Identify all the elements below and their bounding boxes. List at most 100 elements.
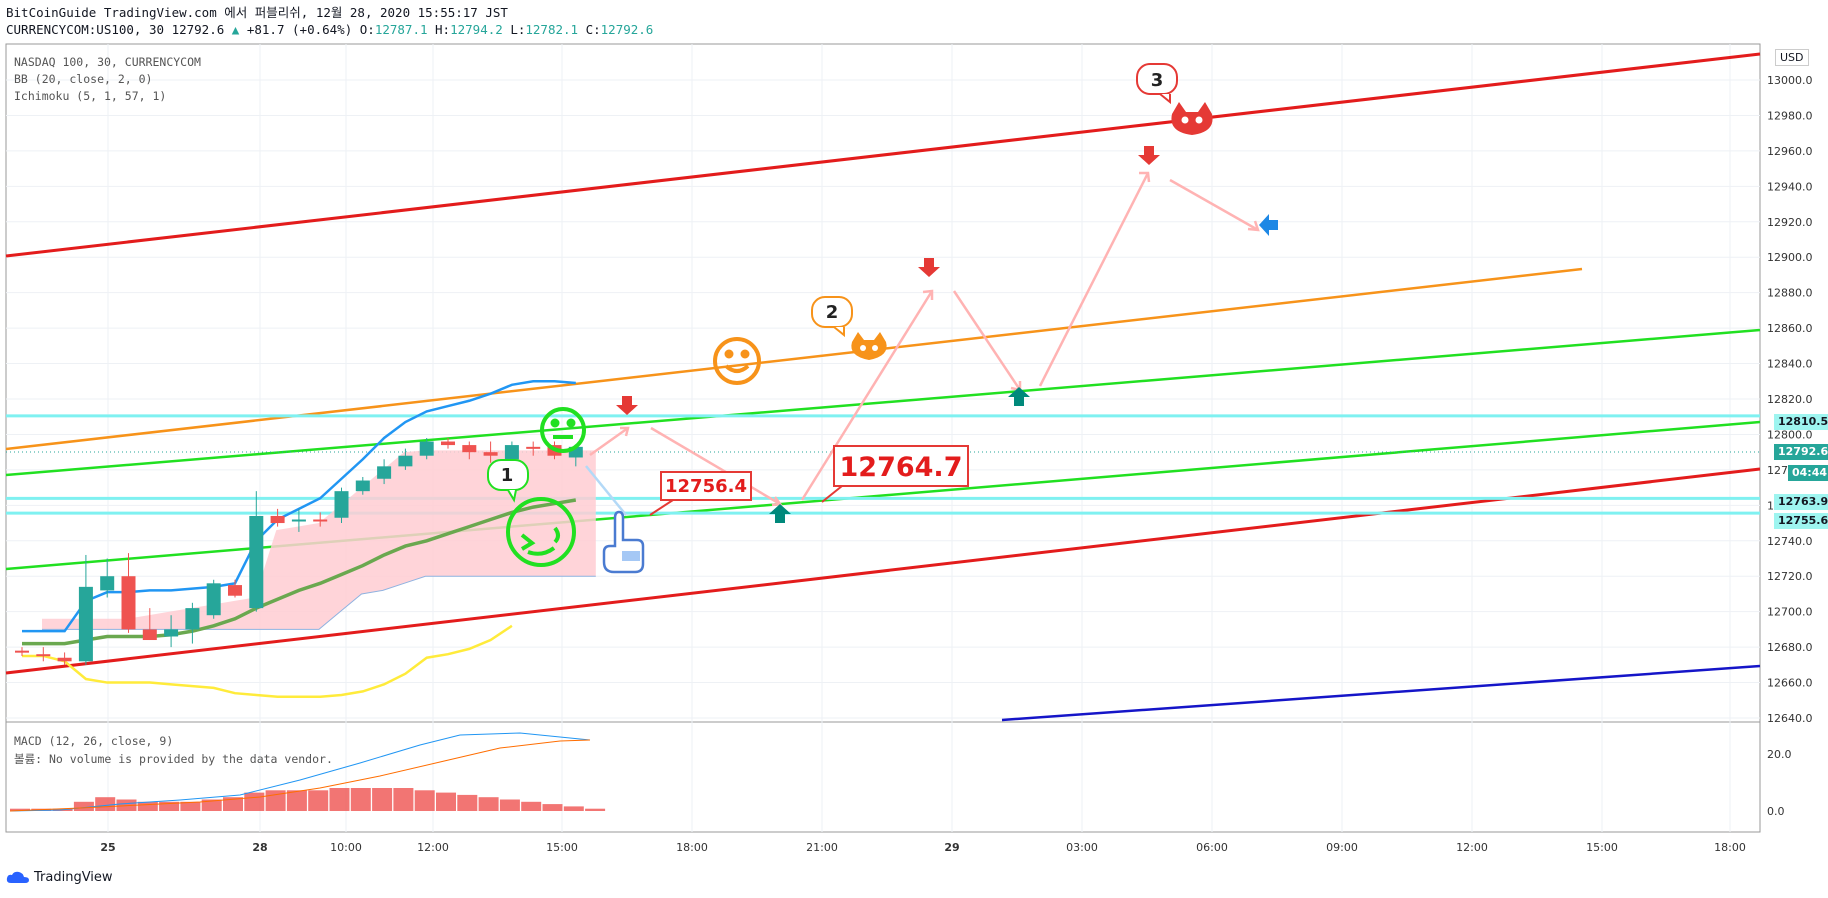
cloud-area: [42, 450, 596, 630]
price-tick-label: 13000.0: [1767, 74, 1813, 87]
grid-lines: [6, 44, 1760, 832]
macd-hist-bar: [159, 801, 180, 811]
pointing-hand-icon: [602, 510, 645, 574]
candle-body: [313, 519, 328, 522]
candle-body: [334, 491, 349, 518]
speech-bubble-1: 1: [487, 459, 529, 503]
macd-hist-bar: [414, 790, 435, 811]
arrowhead-1: [620, 426, 630, 437]
channel-top-red-line: [5, 52, 1761, 258]
down-arrow-icon: [918, 258, 940, 277]
price-tick-label: 12940.0: [1767, 180, 1813, 193]
macd-hist-bar: [585, 808, 606, 811]
candle-body: [377, 466, 392, 479]
macd-hist-bar: [308, 790, 329, 811]
legend-macd[interactable]: MACD (12, 26, close, 9): [14, 734, 174, 748]
macd-hist-bar: [542, 804, 563, 811]
price-tick-label: 12860.0: [1767, 322, 1813, 335]
price-tick-label: 12640.0: [1767, 712, 1813, 725]
proj-arrow-2: [650, 426, 781, 506]
price-tick-label: 12740.0: [1767, 535, 1813, 548]
macd-hist-bar: [521, 801, 542, 811]
candle-body: [504, 445, 519, 460]
candle-body: [441, 441, 455, 446]
price-tag-last: 12792.6: [1774, 444, 1828, 460]
time-tick-label: 06:00: [1196, 841, 1228, 854]
candle-body: [419, 441, 434, 456]
macd-line: [9, 732, 591, 812]
speech-bubble-2: 2: [811, 296, 853, 338]
symbol-label[interactable]: CURRENCYCOM:US100, 30: [6, 22, 165, 37]
macd-hist-bar: [372, 788, 393, 811]
arrowhead-5: [1139, 171, 1151, 183]
macd-hist-bar: [436, 792, 456, 811]
time-tick-label: 12:00: [417, 841, 449, 854]
green-trend-line-2: [5, 420, 1761, 571]
time-tick-label: 18:00: [676, 841, 708, 854]
macd-hist-bar: [180, 801, 201, 811]
time-tick-label: 12:00: [1456, 841, 1488, 854]
projection-arrows: [585, 171, 1260, 516]
candle-body: [164, 629, 179, 637]
ohlc-row: CURRENCYCOM:US100, 30 12792.6 ▲ +81.7 (+…: [6, 21, 653, 38]
price-tag-12755: 12755.6: [1774, 513, 1828, 529]
macd-hist-bar: [478, 797, 499, 811]
candle-body: [483, 452, 498, 456]
price-tick-label: 12900.0: [1767, 251, 1813, 264]
bb-lower-line: [22, 624, 513, 698]
candle-body: [15, 650, 29, 653]
currency-label[interactable]: USD: [1775, 49, 1809, 66]
macd-hist-bar: [201, 799, 222, 811]
low-value: 12782.1: [525, 22, 579, 37]
candle-body: [462, 445, 477, 453]
price-tick-label: 12880.0: [1767, 287, 1813, 300]
candle-body: [228, 585, 242, 596]
candle-body: [526, 446, 541, 449]
proj-arrow-5: [1038, 172, 1150, 387]
macd-tick-label: 20.0: [1767, 748, 1792, 761]
price-tick-label: 12840.0: [1767, 358, 1813, 371]
legend-symbol[interactable]: NASDAQ 100, 30, CURRENCYCOM: [14, 55, 201, 69]
macd-axis: 20.0 0.0: [1767, 748, 1792, 818]
legend-ichimoku[interactable]: Ichimoku (5, 1, 57, 1): [14, 89, 167, 103]
macd-hist-bar: [10, 808, 30, 811]
green-trend-line-1: [5, 328, 1761, 477]
time-tick-label: 03:00: [1066, 841, 1098, 854]
candle-body: [568, 446, 583, 458]
horizontal-levels: [6, 414, 1760, 515]
dizzy-face-icon: [506, 497, 576, 567]
proj-arrow-blue: [585, 465, 627, 516]
price-tick-label: 12960.0: [1767, 145, 1813, 158]
legend-bb[interactable]: BB (20, close, 2, 0): [14, 72, 153, 86]
time-tick-label: 09:00: [1326, 841, 1358, 854]
up-arrow-icon: ▲: [231, 22, 240, 37]
callout-12756: 12756.4: [649, 471, 752, 516]
smiley-icon: [713, 337, 761, 385]
macd-hist-bar: [457, 794, 478, 811]
time-tick-label: 25: [100, 841, 115, 854]
macd-tick-label: 0.0: [1767, 805, 1785, 818]
price-tag-12763: 12763.9: [1774, 494, 1828, 510]
time-tick-label: 18:00: [1714, 841, 1746, 854]
price-tick-label: 12820.0: [1767, 393, 1813, 406]
macd-hist-bar: [393, 788, 414, 811]
time-tick-label: 21:00: [806, 841, 838, 854]
arrowhead-3: [922, 289, 934, 300]
macd-hist-bar: [563, 806, 584, 811]
candle-body: [100, 576, 115, 591]
time-tick-label: 28: [252, 841, 267, 854]
brand-name: TradingView: [34, 870, 113, 885]
time-tick-label: 10:00: [330, 841, 362, 854]
bubble-2-label: 2: [826, 302, 839, 323]
macd-hist-bar: [223, 797, 243, 811]
tradingview-logo[interactable]: TradingView: [6, 870, 113, 885]
bubble-3-label: 3: [1151, 70, 1164, 91]
macd-hist-bar: [499, 799, 520, 811]
chart-frame: [5, 43, 1761, 833]
open-value: 12787.1: [374, 22, 428, 37]
candle-body: [142, 629, 157, 641]
time-tick-label: 15:00: [546, 841, 578, 854]
price-tick-label: 12660.0: [1767, 677, 1813, 690]
speech-bubble-3: 3: [1136, 63, 1178, 105]
